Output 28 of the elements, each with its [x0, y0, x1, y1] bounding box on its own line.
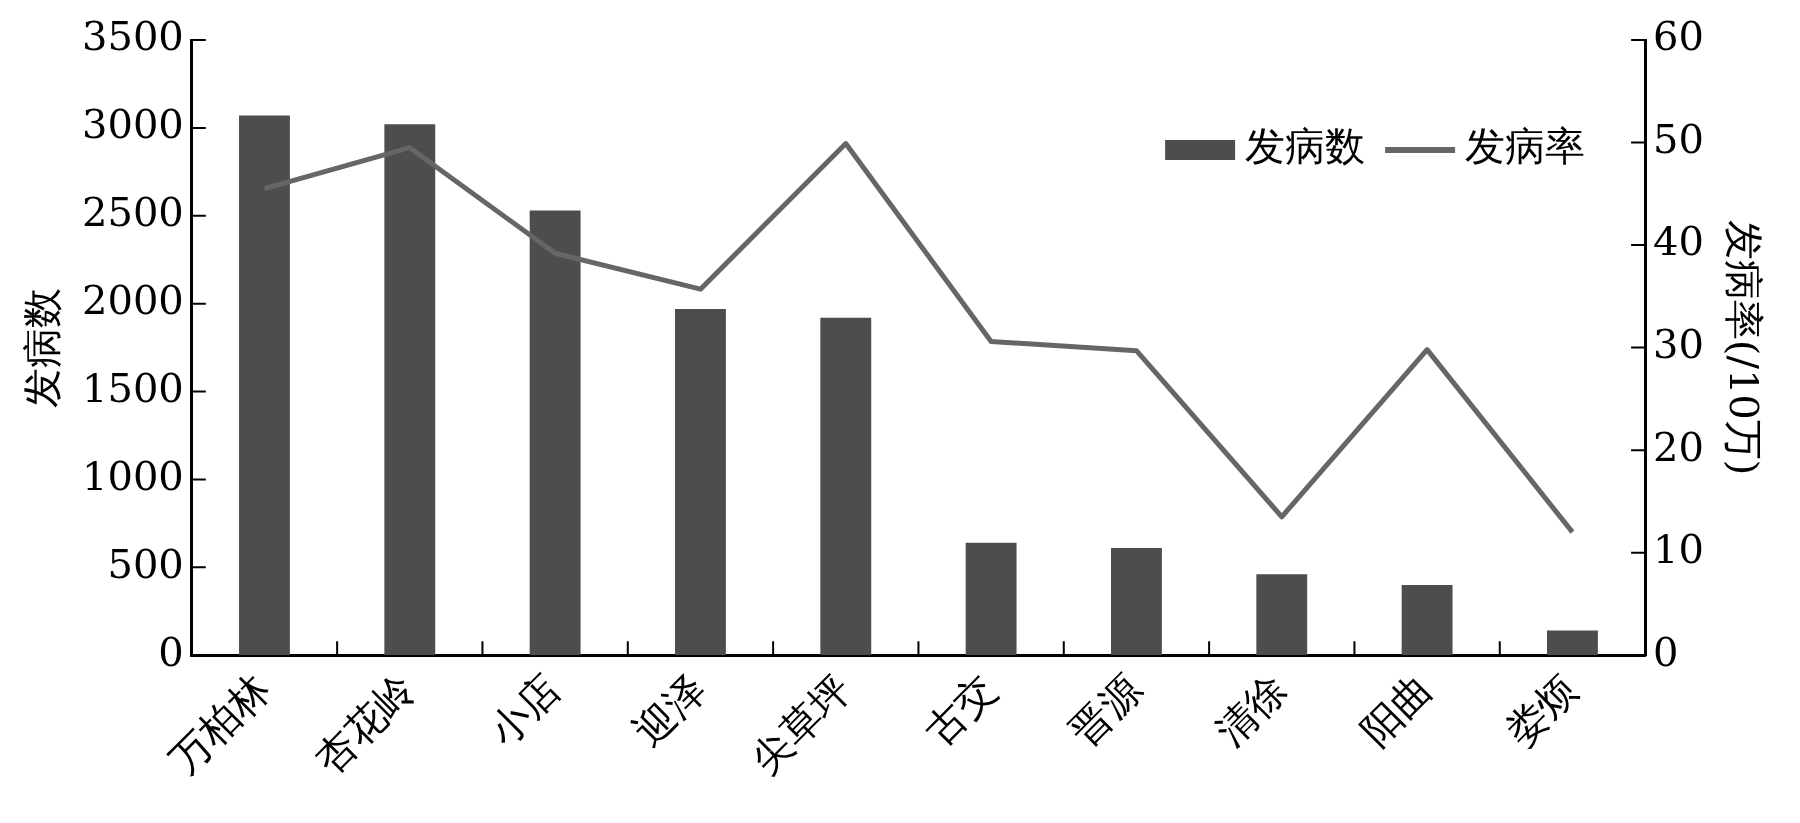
y2-tick-label: 20 — [1653, 423, 1705, 470]
x-tick-label: 尖草坪 — [742, 665, 860, 783]
y2-tick-label: 60 — [1653, 13, 1705, 60]
y-tick-label: 3000 — [82, 101, 184, 148]
y2-tick-label: 10 — [1653, 526, 1705, 573]
x-tick-label: 晋源 — [1061, 665, 1151, 755]
y-tick-label: 1500 — [82, 364, 184, 411]
x-tick-label: 阳曲 — [1351, 665, 1441, 755]
y-tick-label: 1000 — [82, 452, 184, 499]
y-tick-label: 500 — [107, 540, 184, 587]
y2-tick-label: 0 — [1653, 628, 1679, 675]
x-tick-label: 古交 — [915, 665, 1005, 755]
x-tick-label: 清徐 — [1206, 665, 1296, 755]
legend-label: 发病数 — [1245, 123, 1366, 170]
legend-label: 发病率 — [1465, 123, 1586, 170]
y-axis-title: 发病数 — [19, 287, 66, 408]
x-tick-label: 杏花岭 — [306, 665, 424, 783]
x-tick-label: 娄烦 — [1497, 665, 1587, 755]
y2-tick-label: 30 — [1653, 320, 1705, 367]
y-tick-label: 0 — [158, 628, 184, 675]
y2-axis-title: 发病率(/10万) — [1720, 219, 1767, 476]
y-tick-label: 2000 — [82, 277, 184, 324]
y2-tick-label: 40 — [1653, 218, 1705, 265]
y2-tick-label: 50 — [1653, 115, 1705, 162]
y-tick-label: 2500 — [82, 189, 184, 236]
x-tick-label: 迎泽 — [625, 665, 715, 755]
y-tick-label: 3500 — [82, 13, 184, 60]
x-tick-label: 小店 — [479, 665, 569, 755]
